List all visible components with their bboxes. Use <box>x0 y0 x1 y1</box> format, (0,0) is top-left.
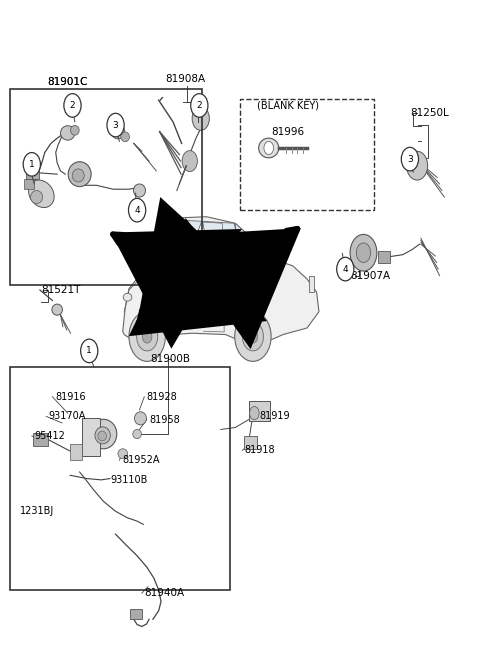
Circle shape <box>143 330 152 343</box>
Ellipse shape <box>72 169 84 182</box>
Circle shape <box>401 148 419 171</box>
Text: (BLANK KEY): (BLANK KEY) <box>257 100 319 110</box>
Text: 81952A: 81952A <box>123 455 160 465</box>
Ellipse shape <box>52 304 62 316</box>
Circle shape <box>192 107 209 131</box>
Polygon shape <box>150 220 202 251</box>
Circle shape <box>248 330 258 343</box>
Text: 81521T: 81521T <box>41 285 81 295</box>
Bar <box>240 99 374 210</box>
Ellipse shape <box>68 162 91 186</box>
Text: 3: 3 <box>407 155 413 163</box>
Ellipse shape <box>111 125 125 139</box>
Ellipse shape <box>60 126 75 140</box>
Text: 81900B: 81900B <box>151 354 191 365</box>
Circle shape <box>129 312 165 361</box>
Text: 1: 1 <box>86 346 92 356</box>
Bar <box>70 444 82 461</box>
Text: 81940A: 81940A <box>144 588 184 598</box>
Bar <box>244 436 257 449</box>
Ellipse shape <box>90 419 117 449</box>
Polygon shape <box>123 216 319 342</box>
Ellipse shape <box>98 431 107 441</box>
Text: 4: 4 <box>343 264 348 274</box>
Bar <box>24 179 34 189</box>
Text: 93170A: 93170A <box>48 411 86 421</box>
Ellipse shape <box>71 125 79 135</box>
Circle shape <box>129 198 146 222</box>
Circle shape <box>23 153 40 176</box>
Bar <box>25 167 39 178</box>
Text: 81919: 81919 <box>259 411 290 421</box>
Text: 81908A: 81908A <box>165 74 205 84</box>
Text: 81958: 81958 <box>149 415 180 424</box>
Bar <box>378 251 390 262</box>
Text: 81250L: 81250L <box>410 108 449 118</box>
Circle shape <box>407 152 428 180</box>
Ellipse shape <box>29 180 54 207</box>
Bar <box>82 418 100 456</box>
Circle shape <box>137 322 157 351</box>
Ellipse shape <box>259 138 279 158</box>
Ellipse shape <box>133 430 142 439</box>
Circle shape <box>242 322 264 351</box>
Bar <box>130 609 142 619</box>
Text: 81901C: 81901C <box>48 77 88 87</box>
Circle shape <box>81 339 98 363</box>
Ellipse shape <box>121 132 130 142</box>
Polygon shape <box>203 221 243 247</box>
Ellipse shape <box>95 427 110 444</box>
Text: 2: 2 <box>196 101 202 110</box>
Bar <box>249 401 270 421</box>
Circle shape <box>350 234 377 271</box>
Text: 4: 4 <box>134 206 140 215</box>
Circle shape <box>182 151 197 172</box>
Text: 81907A: 81907A <box>350 271 390 281</box>
Text: 3: 3 <box>113 121 119 130</box>
Circle shape <box>191 94 208 117</box>
Bar <box>10 367 230 590</box>
Text: 81901C: 81901C <box>48 77 88 87</box>
Bar <box>310 276 314 292</box>
Bar <box>10 89 202 285</box>
Text: 1231BJ: 1231BJ <box>20 506 54 516</box>
Circle shape <box>235 312 271 361</box>
Text: 1: 1 <box>29 160 35 169</box>
Polygon shape <box>235 223 258 251</box>
Text: 95412: 95412 <box>34 431 65 441</box>
Ellipse shape <box>134 412 146 425</box>
Circle shape <box>336 257 354 281</box>
Ellipse shape <box>31 190 43 203</box>
Circle shape <box>250 407 259 420</box>
Text: 81996: 81996 <box>271 127 304 136</box>
Text: 81918: 81918 <box>245 445 276 455</box>
Bar <box>33 433 48 446</box>
Text: 81916: 81916 <box>56 392 86 401</box>
Circle shape <box>107 113 124 137</box>
Text: 93110B: 93110B <box>111 475 148 485</box>
Circle shape <box>264 142 274 155</box>
Text: 81928: 81928 <box>147 392 178 401</box>
Ellipse shape <box>118 449 128 459</box>
Circle shape <box>356 243 371 262</box>
Circle shape <box>64 94 81 117</box>
Ellipse shape <box>133 184 145 197</box>
Ellipse shape <box>123 293 132 301</box>
Text: 2: 2 <box>70 101 75 110</box>
